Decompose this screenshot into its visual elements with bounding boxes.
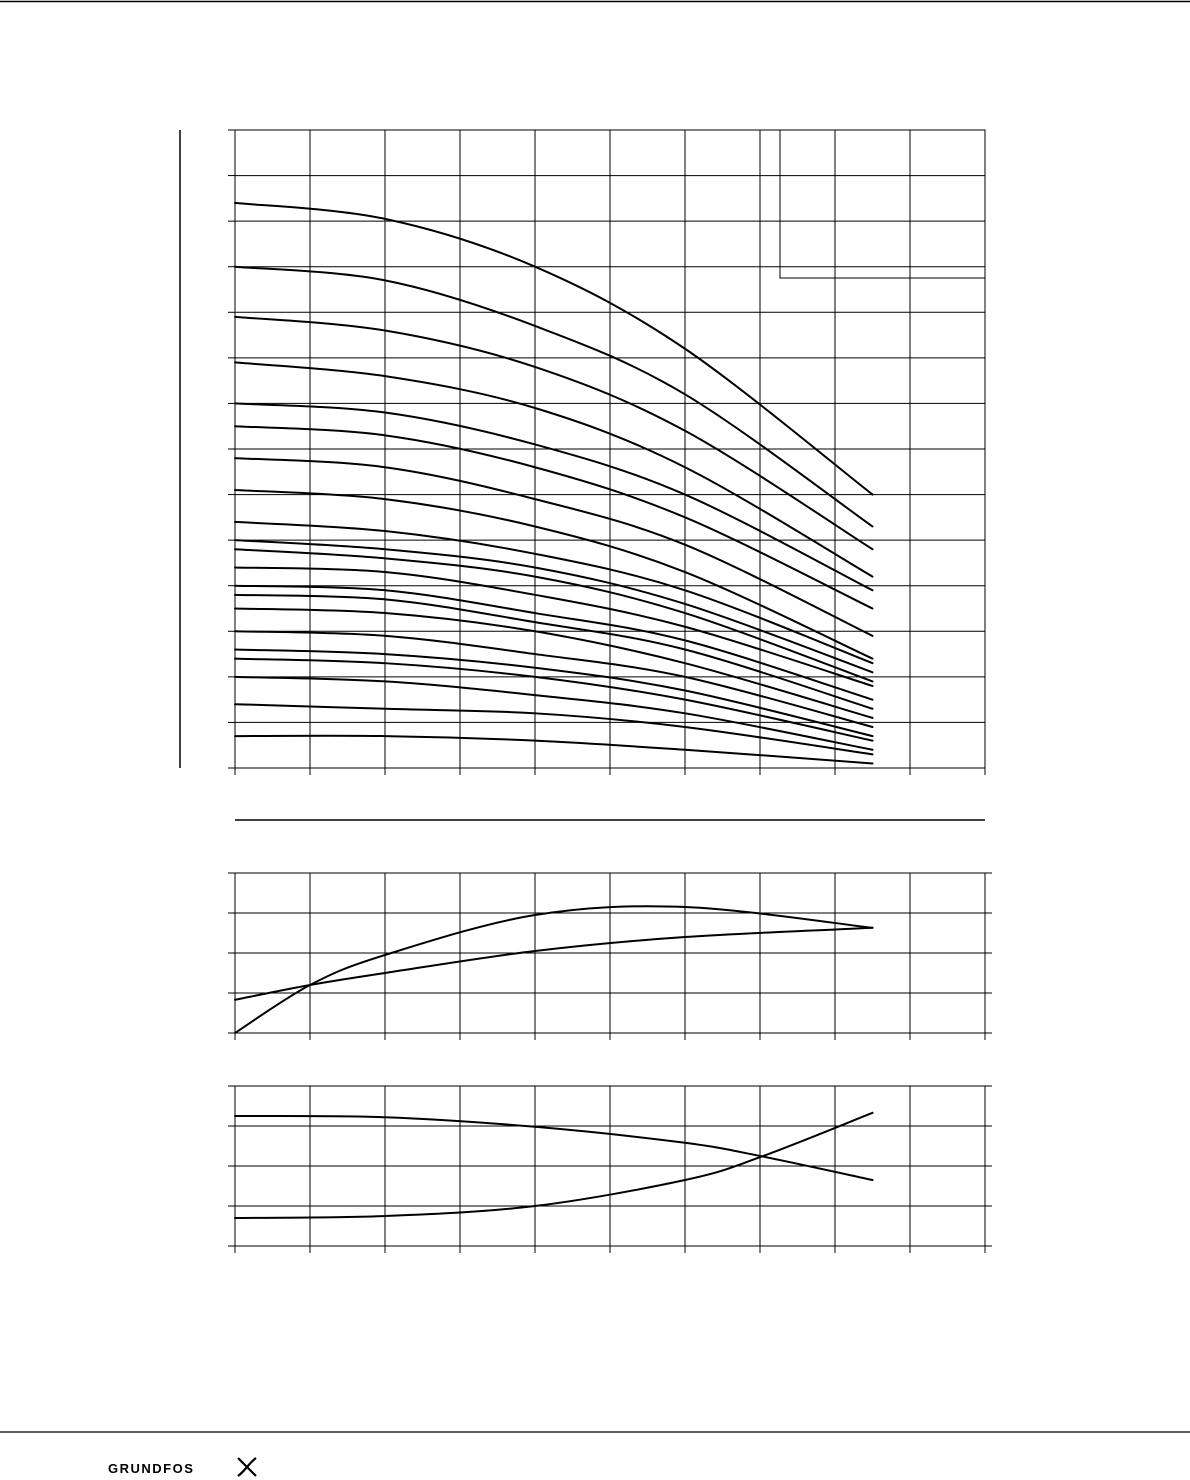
chart — [228, 129, 986, 775]
curve — [234, 361, 874, 578]
curve — [234, 648, 874, 738]
curve — [234, 1111, 874, 1219]
curve — [234, 584, 874, 701]
curve — [234, 566, 874, 687]
curve — [234, 402, 874, 592]
curve — [234, 607, 874, 719]
curve — [234, 1114, 874, 1181]
curve — [234, 905, 874, 1034]
logo-mark — [237, 1457, 257, 1477]
curve — [234, 201, 874, 496]
curve — [234, 489, 874, 660]
curve — [234, 675, 874, 751]
curve — [234, 315, 874, 551]
curve — [234, 734, 874, 765]
curve — [234, 657, 874, 742]
curve — [234, 593, 874, 710]
logo-text: GRUNDFOS — [108, 1461, 194, 1476]
curve — [234, 926, 874, 1001]
curve — [234, 630, 874, 728]
inset-box — [779, 129, 986, 279]
curve — [234, 548, 874, 683]
curve — [234, 703, 874, 756]
curve — [234, 539, 874, 674]
curve — [234, 520, 874, 665]
curve — [234, 425, 874, 610]
chart — [228, 872, 992, 1040]
curve — [234, 265, 874, 528]
chart — [228, 1085, 992, 1253]
curve — [234, 457, 874, 637]
